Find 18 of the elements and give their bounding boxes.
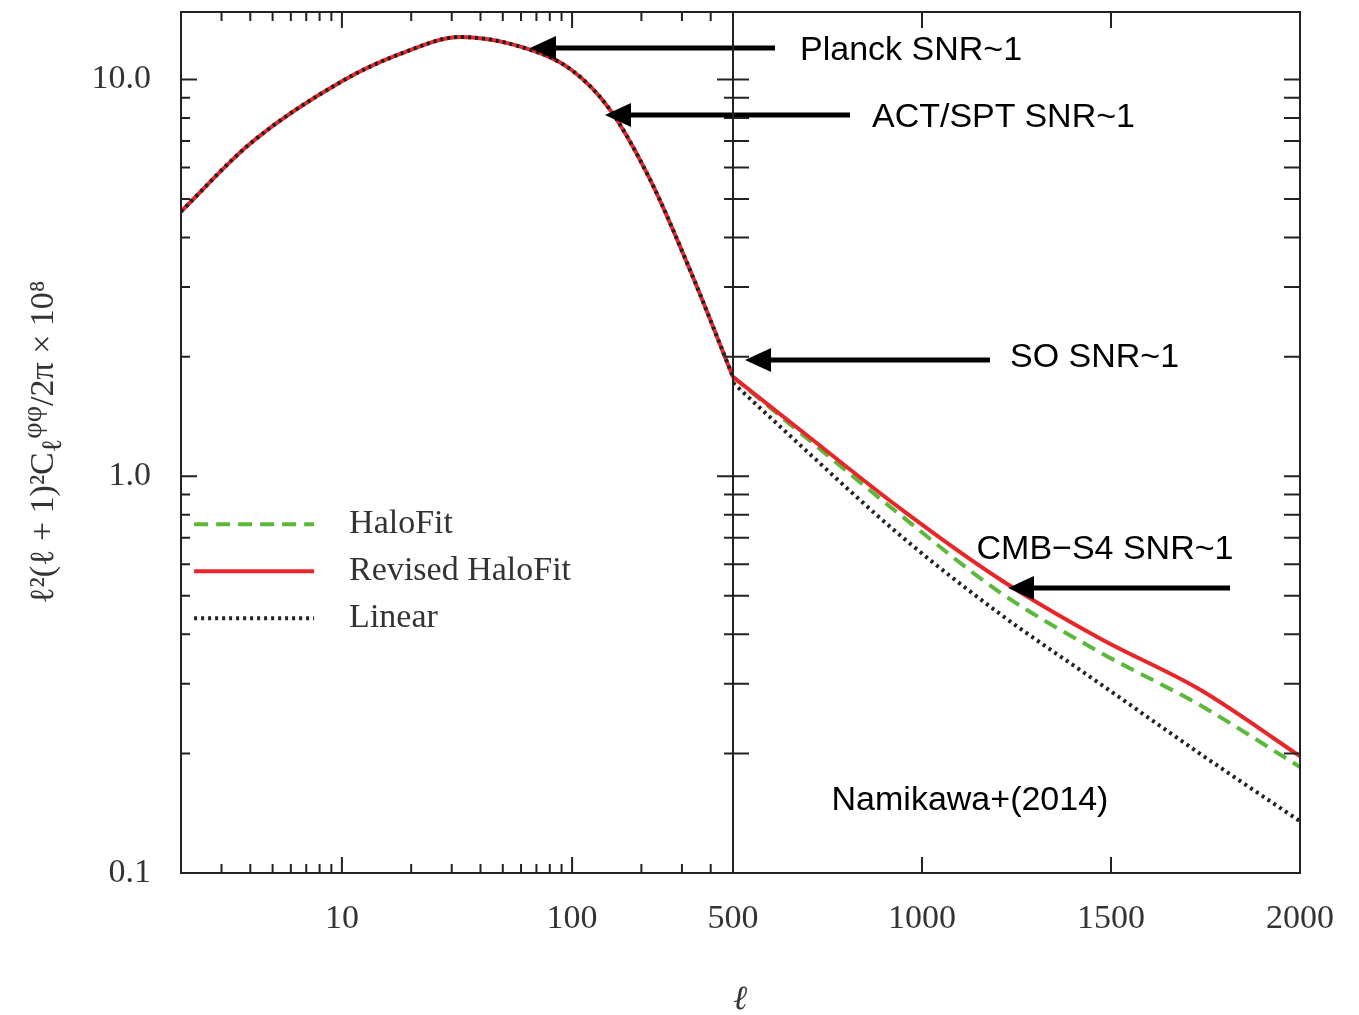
legend-label: HaloFit (349, 503, 454, 541)
annotation: ACT/SPT SNR~1 (872, 95, 1135, 135)
x-tick-label: 500 (707, 898, 759, 936)
x-tick-label: 10 (324, 898, 359, 936)
y-tick-label: 1.0 (108, 455, 151, 493)
x-tick-label: 1000 (888, 898, 956, 936)
x-tick-label: 2000 (1266, 898, 1334, 936)
y-tick-label: 0.1 (108, 851, 151, 889)
annotation: Namikawa+(2014) (831, 778, 1109, 818)
x-tick-label: 100 (546, 898, 598, 936)
x-tick-label: 1500 (1077, 898, 1145, 936)
legend-label: Linear (349, 597, 439, 635)
annotation: Planck SNR~1 (800, 28, 1023, 68)
legend-label: Revised HaloFit (349, 550, 572, 588)
y-tick-label: 10.0 (91, 58, 151, 96)
annotation: SO SNR~1 (1010, 335, 1180, 375)
x-axis-title: ℓ (732, 979, 748, 1015)
annotation: CMB−S4 SNR~1 (976, 527, 1234, 567)
